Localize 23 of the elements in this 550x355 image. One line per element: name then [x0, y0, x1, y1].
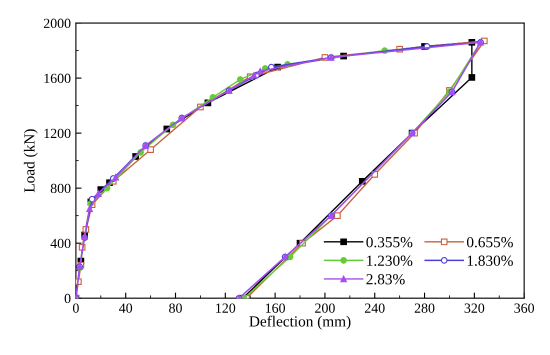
- x-axis-title: Deflection (mm): [249, 316, 350, 330]
- y-tick-label: 1200: [44, 128, 71, 138]
- y-axis-title: Load (kN): [24, 129, 38, 192]
- x-tick-label: 120: [216, 303, 236, 313]
- legend-label: 0.655%: [466, 237, 513, 248]
- legend-label: 0.355%: [366, 237, 412, 248]
- x-tick-label: 200: [315, 303, 335, 313]
- y-tick-label: 2000: [44, 18, 71, 28]
- x-tick-label: 160: [266, 303, 286, 313]
- legend-label: 2.83%: [366, 274, 405, 284]
- x-tick-label: 0: [72, 303, 79, 313]
- legend-label: 1.830%: [468, 256, 513, 266]
- x-tick-label: 240: [364, 303, 385, 313]
- x-tick-label: 80: [169, 303, 182, 313]
- y-tick-label: 800: [50, 184, 71, 194]
- y-tick-label: 400: [50, 238, 71, 248]
- x-tick-label: 40: [119, 303, 132, 313]
- x-tick-label: 360: [514, 303, 534, 313]
- y-tick-label: 0: [64, 294, 71, 304]
- x-tick-label: 280: [414, 303, 434, 313]
- x-tick-label: 320: [464, 303, 484, 313]
- y-tick-label: 1600: [44, 74, 71, 84]
- legend-label: 1.230%: [367, 256, 412, 266]
